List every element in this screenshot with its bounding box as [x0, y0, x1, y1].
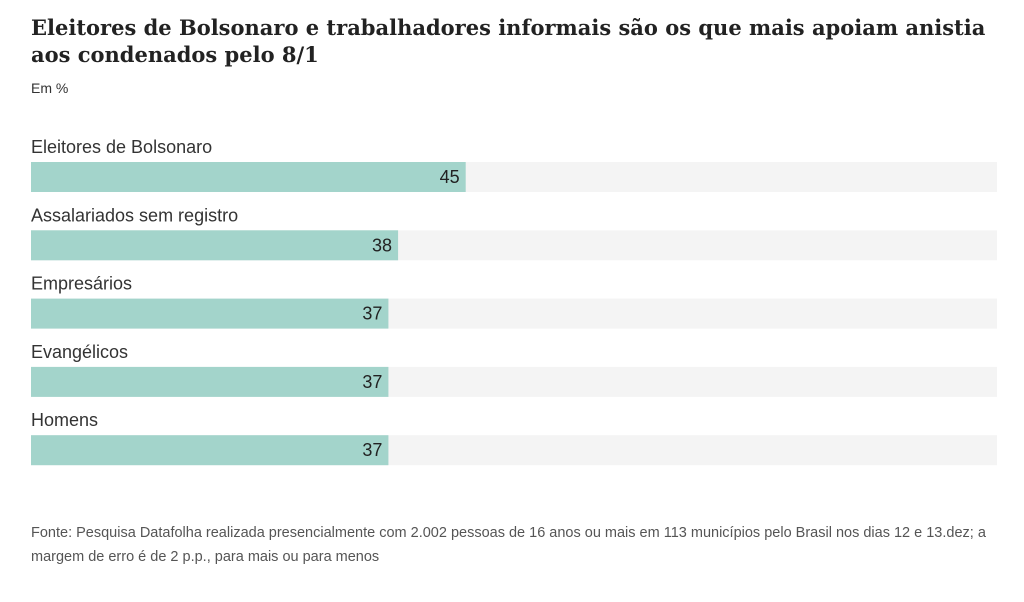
- category-label: Assalariados sem registro: [31, 205, 238, 225]
- bar: [31, 366, 389, 397]
- category-label: Empresários: [31, 274, 132, 294]
- bar: [31, 298, 389, 329]
- data-label: 37: [362, 372, 382, 392]
- bar: [31, 162, 466, 192]
- data-label: 37: [362, 304, 382, 324]
- data-label: 37: [362, 440, 382, 460]
- bar: [31, 435, 389, 466]
- chart-unit-label: Em %: [31, 80, 69, 96]
- chart-title: Eleitores de Bolsonaro e trabalhadores i…: [31, 15, 986, 67]
- category-label: Eleitores de Bolsonaro: [31, 137, 212, 157]
- bar-chart: Eleitores de Bolsonaro 45 Assalariados sem…: [31, 137, 997, 466]
- data-label: 45: [440, 167, 460, 187]
- category-label: Homens: [31, 410, 98, 430]
- bar: [31, 230, 399, 261]
- data-label: 38: [372, 235, 392, 255]
- category-label: Evangélicos: [31, 342, 128, 362]
- source-note: Fonte: Pesquisa Datafolha realizada pres…: [31, 525, 986, 565]
